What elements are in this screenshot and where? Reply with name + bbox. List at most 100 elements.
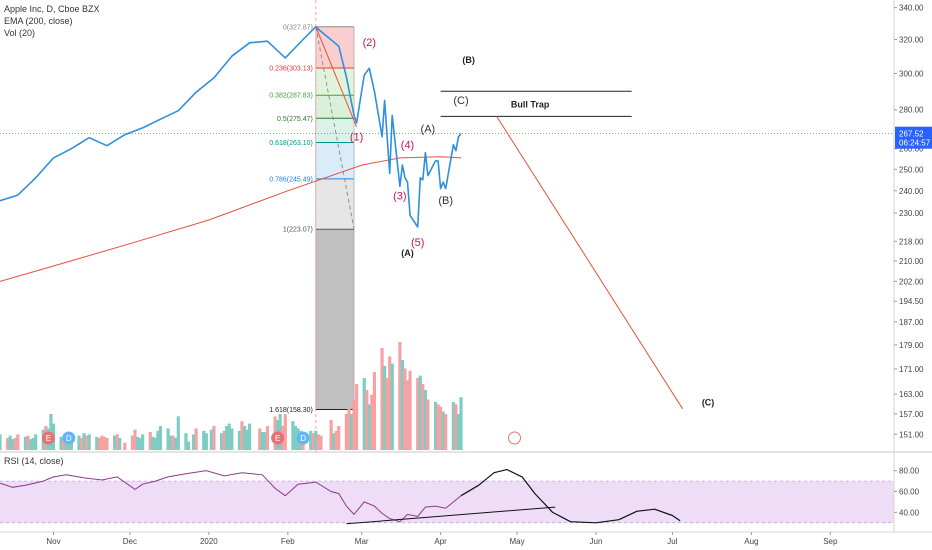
event-letter: E	[512, 434, 517, 443]
volume-bar	[354, 384, 359, 450]
volume-bar	[26, 435, 30, 450]
volume-bar	[337, 426, 341, 450]
volume-bar	[372, 372, 377, 450]
x-tick-label: May	[509, 537, 524, 546]
volume-bar	[240, 421, 244, 450]
y-tick-label: 210.00	[899, 257, 924, 266]
volume-bar	[158, 426, 163, 450]
rsi-tick-label: 80.00	[899, 467, 920, 476]
volume-bar	[260, 432, 264, 450]
volume-bar	[16, 434, 20, 450]
volume-bar	[349, 414, 354, 450]
symbol-legend: Apple Inc, D, Cboe BZX	[4, 4, 100, 14]
volume-bar	[212, 426, 216, 450]
rsi-projection-line	[460, 469, 681, 524]
y-tick-label: 240.00	[899, 187, 924, 196]
volume-bar	[166, 428, 170, 450]
volume-bar	[79, 438, 84, 450]
rsi-band	[0, 481, 894, 523]
volume-bar	[135, 436, 140, 450]
earnings-marker[interactable]	[507, 431, 521, 445]
volume-bar	[151, 436, 155, 450]
volume-bar	[242, 426, 247, 450]
fib-label: 0(327.87)	[283, 24, 313, 31]
volume-bar	[258, 428, 262, 450]
volume-bar	[95, 436, 99, 450]
dividend-marker[interactable]	[62, 431, 76, 445]
volume-bar	[421, 384, 425, 450]
wave-label: (1)	[350, 132, 363, 144]
fib-band-0	[315, 26, 355, 69]
x-tick-label: 2020	[200, 537, 218, 546]
volume-bar	[454, 404, 458, 450]
x-tick-label: Aug	[744, 537, 758, 546]
volume-bar	[77, 435, 81, 450]
volume-bar	[352, 399, 356, 450]
volume-bar	[329, 420, 333, 450]
fib-label: 0.618(263.10)	[269, 140, 313, 147]
volume-bar	[100, 435, 104, 450]
projection-line	[496, 116, 684, 410]
volume-bar	[97, 438, 101, 450]
volume-bar	[370, 394, 374, 450]
volume-bar	[309, 430, 313, 450]
y-tick-label: 230.00	[899, 209, 924, 218]
bull-trap-label: Bull Trap	[511, 99, 550, 109]
volume-bar	[176, 416, 180, 450]
fib-band-4	[315, 142, 355, 179]
volume-bar	[49, 414, 53, 450]
volume-bar	[245, 429, 249, 450]
x-tick-label: Apr	[434, 537, 447, 546]
volume-bar	[28, 439, 33, 450]
wave-label: (4)	[401, 140, 414, 152]
y-tick-label: 151.00	[899, 430, 924, 439]
volume-bar	[130, 435, 135, 450]
y-tick-label: 300.00	[899, 69, 924, 78]
y-tick-label: 218.00	[899, 237, 924, 246]
ema-legend: EMA (200, close)	[4, 16, 73, 26]
fib-band-6	[315, 229, 355, 410]
dividend-marker[interactable]	[296, 431, 310, 445]
volume-bar	[153, 438, 157, 450]
ema-200-line	[0, 156, 462, 282]
y-tick-label: 194.50	[899, 297, 924, 306]
volume-bar	[0, 434, 2, 450]
volume-bar	[171, 435, 175, 450]
volume-bar	[225, 426, 229, 450]
volume-bar	[123, 442, 127, 450]
wave-label: (A)	[421, 124, 436, 136]
volume-bar	[237, 430, 242, 450]
volume-bar	[102, 436, 107, 450]
volume-bar	[426, 399, 430, 450]
volume-bar	[265, 426, 270, 450]
event-letter: E	[46, 434, 51, 443]
volume-bar	[416, 378, 420, 450]
rsi-legend: RSI (14, close)	[4, 456, 64, 466]
x-tick-label: Jul	[667, 537, 677, 546]
volume-bar	[444, 414, 448, 450]
volume-bar	[347, 408, 351, 450]
volume-bar	[278, 414, 282, 450]
volume-bar	[174, 438, 178, 450]
rsi-tick-label: 40.00	[899, 508, 920, 517]
earnings-marker[interactable]	[41, 431, 55, 445]
y-tick-label: 171.00	[899, 365, 924, 374]
volume-bar	[405, 380, 410, 450]
wave-label: (C)	[702, 398, 715, 408]
wave-label: (B)	[462, 55, 475, 65]
rsi-line	[0, 470, 462, 523]
volume-legend: Vol (20)	[4, 28, 35, 38]
x-tick-label: Nov	[46, 537, 60, 546]
volume-bar	[293, 426, 298, 450]
volume-bar	[169, 435, 173, 450]
volume-bar	[423, 390, 427, 450]
volume-bar	[400, 360, 405, 450]
volume-bar	[141, 434, 145, 450]
volume-bar	[8, 435, 12, 450]
volume-bar	[219, 433, 224, 450]
volume-bar	[459, 397, 463, 450]
volume-bar	[118, 438, 122, 450]
volume-bar	[202, 430, 206, 450]
y-tick-label: 340.00	[899, 4, 924, 13]
earnings-marker[interactable]	[271, 431, 285, 445]
